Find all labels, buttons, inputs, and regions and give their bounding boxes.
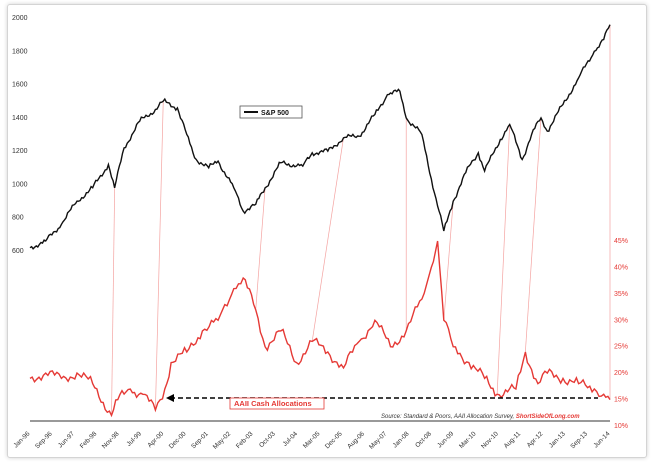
- guide-line: [155, 101, 164, 411]
- x-tick-label: Aug-11: [503, 430, 523, 450]
- guide-line: [525, 117, 542, 353]
- x-tick-label: Dec-00: [168, 430, 188, 450]
- arrow-left-icon: [166, 394, 174, 402]
- x-tick-label: Apr-12: [526, 430, 545, 449]
- guide-line: [443, 201, 454, 321]
- x-tick-label: Jan-96: [12, 430, 31, 449]
- x-tick-label: Dec-05: [324, 430, 344, 450]
- left-tick-label: 600: [12, 248, 24, 255]
- left-tick-label: 2000: [12, 15, 28, 22]
- legend-box: [239, 105, 303, 119]
- x-axis-ticks: Jan-96 Sep-96 Jun-97 Feb-98 Nov-98 Jul-99 Apr-…: [12, 430, 611, 451]
- x-tick-label: May-07: [368, 430, 389, 451]
- left-tick-label: 1200: [12, 148, 28, 155]
- right-tick-label: 45%: [614, 238, 628, 245]
- source-link: ShortSideOfLong.com: [516, 414, 580, 420]
- right-axis-ticks: 10% 15% 20% 25% 30% 35% 40% 45%: [614, 238, 628, 430]
- right-tick-label: 20%: [614, 370, 628, 377]
- left-tick-label: 800: [12, 215, 24, 222]
- guide-line: [496, 124, 511, 395]
- x-tick-label: May-02: [212, 430, 233, 451]
- legend: S&P 500: [239, 105, 303, 119]
- left-tick-label: 1400: [12, 115, 28, 122]
- x-tick-label: Sep-13: [569, 430, 589, 450]
- left-tick-label: 1000: [12, 181, 28, 188]
- x-tick-label: Mar-05: [302, 430, 322, 450]
- right-tick-label: 10%: [614, 423, 628, 430]
- guide-line: [111, 187, 115, 416]
- right-tick-label: 35%: [614, 291, 628, 298]
- x-tick-label: Nov-98: [101, 430, 121, 450]
- right-tick-label: 40%: [614, 264, 628, 271]
- x-tick-label: Feb-03: [235, 430, 255, 450]
- x-tick-label: Apr-00: [147, 430, 166, 449]
- left-tick-label: 1800: [12, 48, 28, 55]
- sp500-series-line: [29, 24, 611, 250]
- right-tick-label: 30%: [614, 317, 628, 324]
- legend-label: S&P 500: [261, 110, 289, 117]
- right-tick-label: 25%: [614, 344, 628, 351]
- x-tick-label: Mar-10: [458, 430, 478, 450]
- x-tick-label: Jan-13: [548, 430, 567, 449]
- x-tick-label: Jun-14: [592, 430, 611, 449]
- x-tick-label: Sep-01: [190, 430, 210, 450]
- x-tick-label: Jul-04: [282, 430, 300, 448]
- x-tick-label: Oct-08: [414, 430, 433, 449]
- x-tick-label: Jun-97: [57, 430, 76, 449]
- guide-line: [255, 187, 266, 310]
- x-tick-label: Jul-99: [125, 430, 143, 448]
- x-tick-label: Aug-06: [346, 430, 366, 450]
- guide-line: [311, 137, 344, 342]
- guide-lines: [111, 24, 611, 416]
- left-axis-ticks: 600 800 1000 1200 1400 1600 1800 2000: [12, 15, 28, 255]
- x-tick-label: Nov-10: [480, 430, 500, 450]
- left-tick-label: 1600: [12, 82, 28, 89]
- x-tick-label: Feb-98: [79, 430, 99, 450]
- x-tick-label: Sep-96: [34, 430, 54, 450]
- x-tick-label: Oct-03: [258, 430, 277, 449]
- x-tick-label: Jun-09: [436, 430, 455, 449]
- right-tick-label: 15%: [614, 397, 628, 404]
- source-text: Source: Standard & Poors, AAII Allocatio…: [381, 414, 580, 420]
- annotation-box: [229, 397, 325, 410]
- annotation-label: AAII Cash Allocations: [234, 399, 312, 408]
- cash-series-line: [29, 240, 611, 418]
- x-tick-label: Jan-08: [392, 430, 411, 449]
